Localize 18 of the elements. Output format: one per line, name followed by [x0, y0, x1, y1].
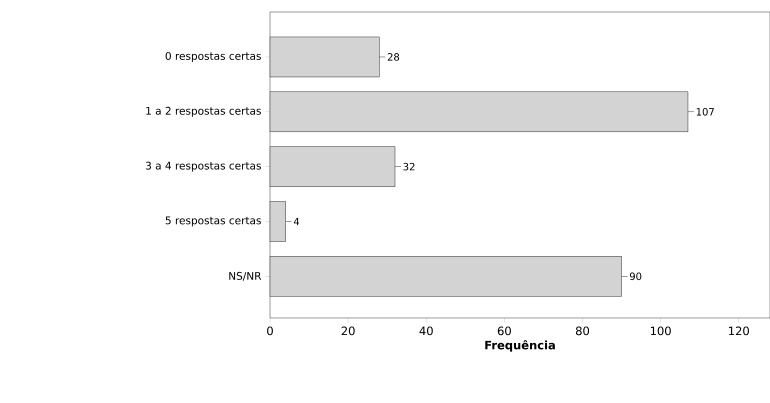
x-tick-label: 0 — [267, 326, 273, 336]
data-label: 90 — [630, 272, 642, 280]
y-tick-label: NS/NR — [229, 272, 262, 281]
x-tick-label: 60 — [498, 326, 511, 336]
x-tick-label: 20 — [342, 326, 355, 336]
x-tick-label: 100 — [650, 326, 671, 336]
data-label: 4 — [294, 218, 300, 226]
x-tick-label: 120 — [729, 326, 749, 336]
data-label: 32 — [403, 162, 414, 170]
x-tick-label: 40 — [420, 326, 433, 336]
data-label: 28 — [388, 53, 400, 61]
x-axis-title: Frequência — [485, 340, 555, 352]
y-tick-label: 5 respostas certas — [166, 216, 261, 226]
data-label: 107 — [696, 108, 714, 116]
y-tick-label: 1 a 2 respostas certas — [146, 106, 261, 117]
x-tick-label: 80 — [576, 326, 590, 336]
y-tick-label: 0 respostas certas — [166, 52, 261, 62]
y-tick-label: 3 a 4 respostas certas — [146, 162, 261, 172]
